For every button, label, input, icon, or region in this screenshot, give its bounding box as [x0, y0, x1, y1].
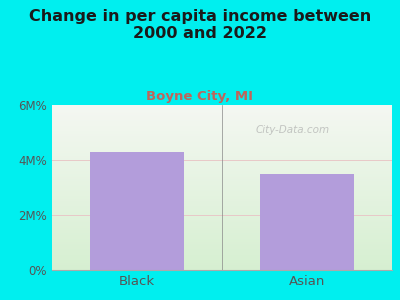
Text: Boyne City, MI: Boyne City, MI	[146, 90, 254, 103]
Text: City-Data.com: City-Data.com	[256, 125, 330, 135]
Bar	[90, 152, 184, 270]
Text: Change in per capita income between
2000 and 2022: Change in per capita income between 2000…	[29, 9, 371, 41]
Bar	[260, 174, 354, 270]
